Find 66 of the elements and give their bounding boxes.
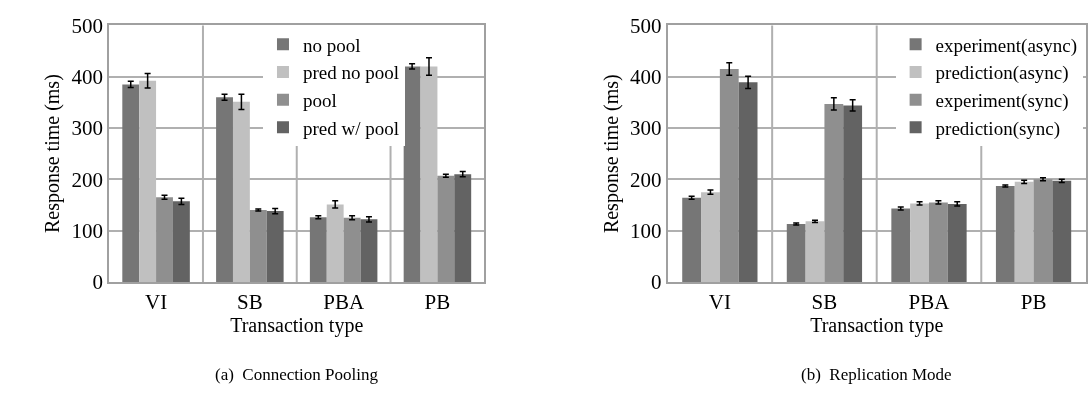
x-tick-label: PB (1020, 290, 1047, 315)
bar (309, 217, 327, 282)
y-tick-label: 200 (71, 167, 103, 192)
y-axis-title: Response time (ms) (599, 74, 623, 234)
text: (a) Connection Pooling (215, 365, 379, 384)
y-tick-label: 100 (629, 218, 662, 243)
legend-label: experiment(sync) (935, 90, 1069, 113)
y-tick-label: 200 (629, 167, 662, 192)
x-tick-label: PBA (908, 290, 951, 315)
legend-label: pool (302, 90, 337, 112)
bar (947, 203, 967, 282)
bar (360, 219, 378, 282)
legend-label: pred no pool (302, 62, 400, 84)
bar (122, 84, 140, 282)
legend-label: no pool (302, 34, 361, 56)
x-axis-title: Transaction type (230, 314, 364, 338)
bar (719, 69, 739, 282)
bar (891, 208, 911, 282)
x-tick-label: VI (708, 290, 731, 315)
y-tick-label: 300 (71, 116, 103, 141)
y-axis-title: Response time (ms) (41, 74, 65, 234)
bar (403, 66, 421, 282)
y-tick-label: 400 (629, 65, 662, 90)
y-tick-label: 0 (92, 270, 103, 295)
bar (1052, 180, 1072, 282)
bar (249, 210, 267, 282)
y-tick-label: 0 (650, 270, 662, 295)
bar (343, 217, 361, 282)
bar (232, 101, 250, 282)
bar (156, 197, 173, 282)
bar (786, 223, 806, 282)
bar (995, 185, 1015, 282)
bar (1014, 181, 1034, 282)
bar (139, 80, 157, 282)
bar (420, 66, 438, 282)
y-tick-label: 500 (629, 13, 662, 38)
bar (805, 221, 825, 282)
x-tick-label: VI (144, 290, 168, 315)
bar (172, 201, 190, 282)
legend-label: prediction(sync) (935, 117, 1061, 140)
y-tick-label: 400 (71, 65, 103, 90)
bar (738, 82, 758, 282)
bar (824, 103, 844, 282)
bar (454, 174, 472, 282)
x-tick-label: PB (424, 290, 451, 315)
bar (929, 202, 948, 282)
y-tick-label: 500 (71, 13, 103, 38)
bar (326, 204, 344, 282)
y-tick-label: 100 (71, 218, 103, 243)
bar (843, 105, 863, 282)
text: (b) Replication Mode (801, 365, 952, 384)
x-tick-label: SB (237, 290, 263, 315)
bar (266, 211, 284, 282)
bar (701, 192, 720, 282)
bar (216, 97, 233, 282)
legend-label: pred w/ pool (302, 117, 400, 139)
bar (910, 203, 929, 282)
legend-label: experiment(async) (935, 34, 1077, 57)
x-tick-label: PBA (323, 290, 365, 315)
bar (682, 197, 702, 282)
legend-label: prediction(async) (935, 62, 1069, 85)
y-tick-label: 300 (629, 116, 662, 141)
bar (437, 175, 455, 282)
bar (1033, 179, 1053, 282)
x-axis-title: Transaction type (810, 314, 944, 338)
x-tick-label: SB (811, 290, 838, 315)
